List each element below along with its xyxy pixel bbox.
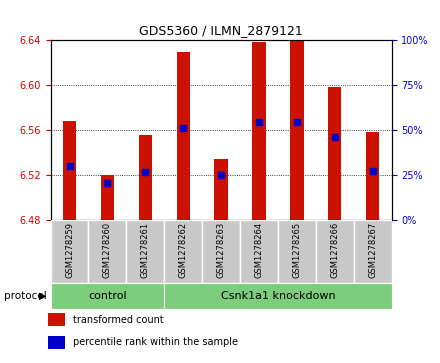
Title: GDS5360 / ILMN_2879121: GDS5360 / ILMN_2879121	[139, 24, 303, 37]
Text: percentile rank within the sample: percentile rank within the sample	[73, 337, 238, 347]
Bar	[48, 313, 65, 326]
Bar	[101, 175, 114, 220]
Text: Csnk1a1 knockdown: Csnk1a1 knockdown	[220, 291, 335, 301]
Bar	[48, 336, 65, 349]
Bar	[139, 135, 152, 220]
Bar	[253, 42, 266, 220]
Bar	[278, 220, 316, 283]
Bar	[214, 159, 228, 220]
Text: GSM1278262: GSM1278262	[179, 222, 188, 278]
Bar	[164, 220, 202, 283]
Text: GSM1278266: GSM1278266	[330, 222, 339, 278]
Text: GSM1278264: GSM1278264	[254, 222, 264, 278]
Text: ▶: ▶	[39, 291, 46, 301]
Bar	[240, 220, 278, 283]
Bar	[63, 121, 76, 220]
Bar	[176, 52, 190, 220]
Bar	[202, 220, 240, 283]
Text: control: control	[88, 291, 127, 301]
Bar	[88, 220, 126, 283]
Text: GSM1278265: GSM1278265	[292, 222, 301, 278]
Bar	[328, 87, 341, 220]
Bar	[354, 220, 392, 283]
Bar	[164, 283, 392, 309]
Text: GSM1278260: GSM1278260	[103, 222, 112, 278]
Text: GSM1278267: GSM1278267	[368, 222, 377, 278]
Bar	[51, 283, 164, 309]
Bar	[316, 220, 354, 283]
Text: protocol: protocol	[4, 291, 47, 301]
Text: GSM1278261: GSM1278261	[141, 222, 150, 278]
Text: GSM1278263: GSM1278263	[216, 222, 226, 278]
Bar	[126, 220, 164, 283]
Bar	[366, 132, 379, 220]
Bar	[51, 220, 88, 283]
Text: transformed count: transformed count	[73, 315, 164, 325]
Text: GSM1278259: GSM1278259	[65, 222, 74, 278]
Bar	[290, 40, 304, 220]
